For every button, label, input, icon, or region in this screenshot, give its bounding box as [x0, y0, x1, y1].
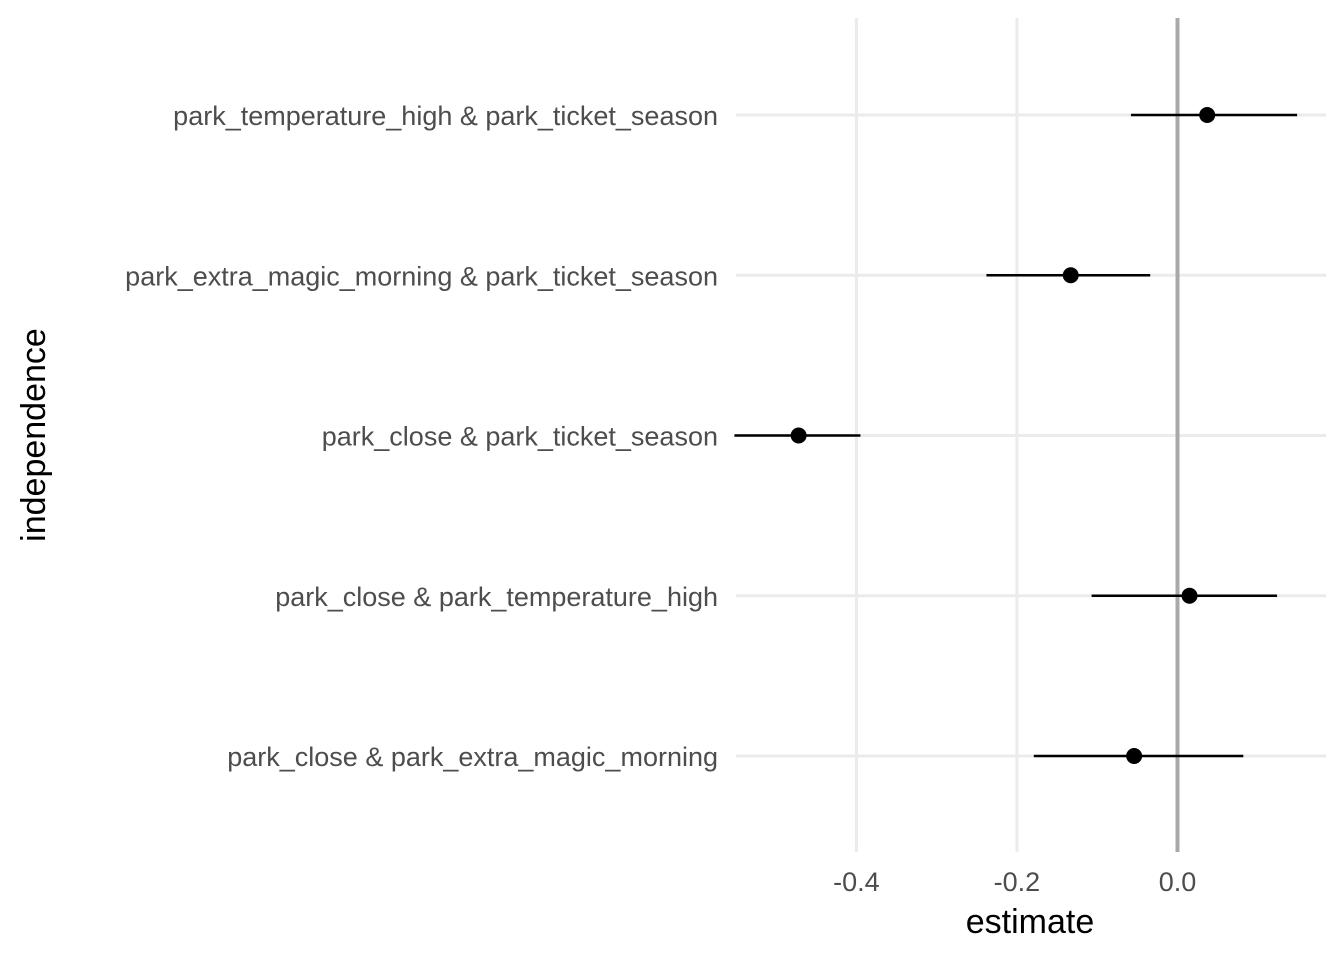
y-axis-title: independence — [15, 328, 53, 542]
x-tick-label: -0.4 — [833, 867, 880, 897]
estimate-point — [1126, 748, 1143, 764]
y-tick-label: park_close & park_ticket_season — [322, 422, 718, 452]
estimate-point — [1062, 267, 1079, 284]
estimate-point — [1199, 107, 1216, 123]
y-tick-label: park_extra_magic_morning & park_ticket_s… — [125, 261, 718, 291]
estimate-point — [1181, 587, 1198, 604]
y-tick-labels: park_temperature_high & park_ticket_seas… — [125, 101, 718, 772]
y-tick-label: park_close & park_extra_magic_morning — [227, 742, 718, 772]
y-tick-label: park_temperature_high & park_ticket_seas… — [173, 101, 718, 131]
estimate-point — [790, 427, 807, 444]
x-tick-labels: -0.4 -0.2 0.0 — [833, 867, 1196, 897]
point-layer — [790, 107, 1216, 764]
y-tick-label: park_close & park_temperature_high — [275, 582, 718, 612]
x-tick-label: 0.0 — [1159, 867, 1197, 897]
x-tick-label: -0.2 — [994, 867, 1041, 897]
x-axis-title: estimate — [966, 903, 1095, 941]
